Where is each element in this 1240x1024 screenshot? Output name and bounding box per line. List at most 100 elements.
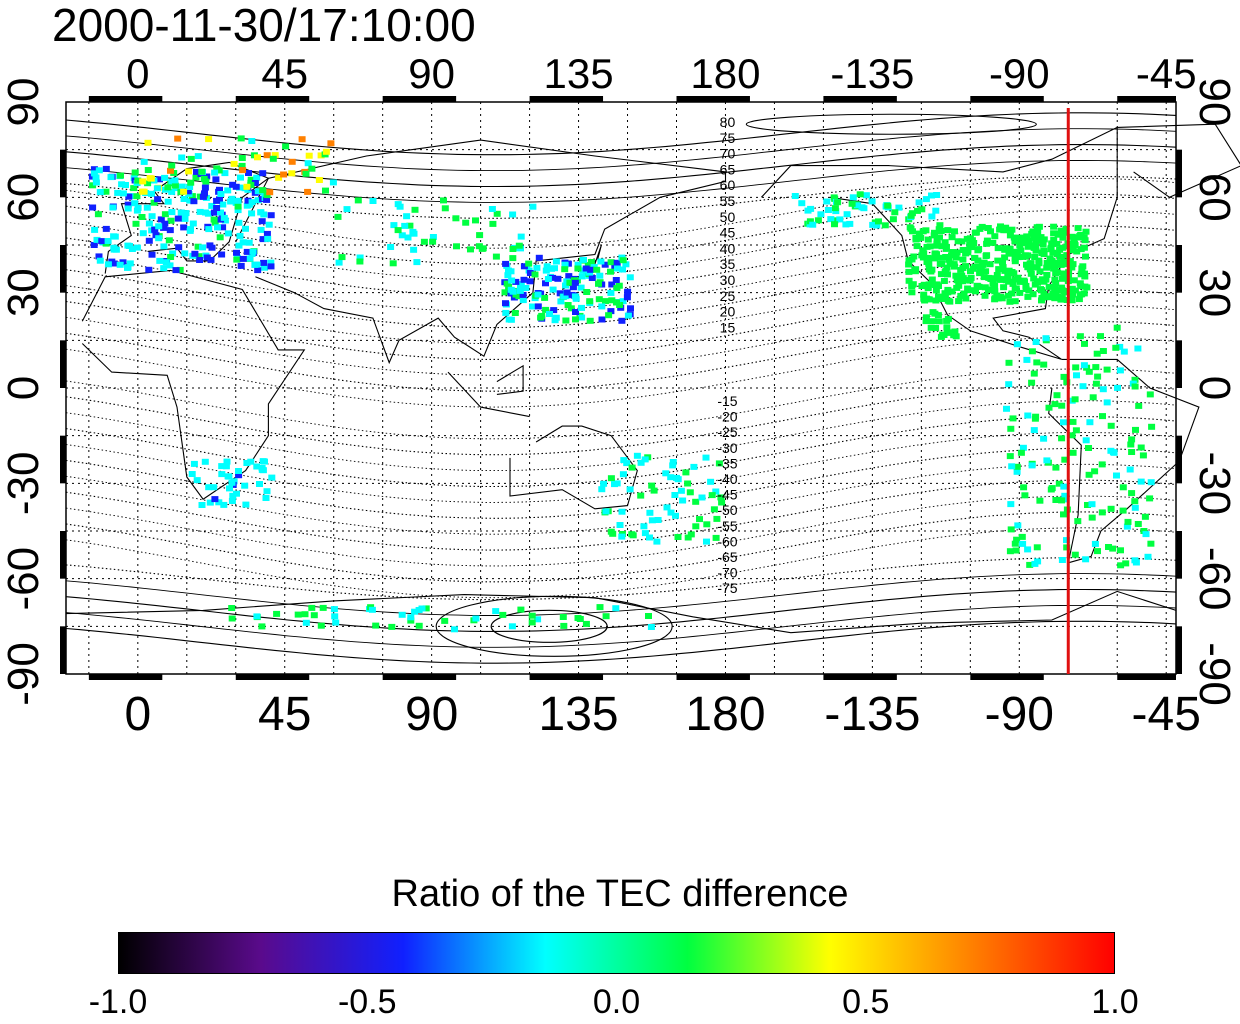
tec-cell (294, 611, 302, 618)
tec-cell (248, 138, 256, 144)
tec-cell (1071, 396, 1079, 403)
axis-tick-bar (676, 96, 750, 102)
tec-cell (262, 495, 270, 501)
tec-cell (928, 276, 936, 283)
tec-cell (1124, 518, 1132, 525)
tec-cell (1036, 268, 1044, 275)
tec-cell (131, 200, 139, 207)
tec-cell (823, 198, 831, 205)
tec-cell (999, 264, 1007, 271)
tec-cell (936, 222, 944, 229)
tec-cell (254, 197, 262, 204)
tec-cell (1070, 277, 1078, 284)
tec-cell (356, 258, 364, 265)
tec-cell (1131, 376, 1139, 383)
tec-cell (1005, 267, 1013, 274)
tec-cell (982, 253, 990, 259)
tec-cell (989, 239, 997, 246)
tec-cell (600, 480, 608, 487)
tec-cell (1000, 227, 1008, 234)
tec-cell (941, 239, 949, 246)
tec-cell (593, 266, 601, 273)
tec-cell (422, 605, 430, 612)
tec-cell (475, 243, 483, 250)
tec-cell (369, 198, 377, 204)
tec-cell (583, 289, 591, 295)
tec-cell (982, 268, 990, 275)
tec-cell (1137, 478, 1145, 485)
tec-cell (1025, 287, 1033, 294)
tec-cell (927, 324, 935, 331)
tec-cell (1080, 244, 1088, 251)
tec-cell (239, 255, 247, 262)
tec-cell (974, 247, 982, 254)
tec-cell (846, 220, 854, 227)
tec-cell (1069, 291, 1077, 298)
tec-cell (237, 135, 245, 142)
tec-cell (193, 168, 200, 175)
tec-cell (1068, 297, 1076, 304)
lon-tick-label-bottom: 135 (539, 688, 619, 741)
axis-tick-bar (1176, 626, 1182, 674)
tec-cell (253, 174, 261, 181)
tec-cell (952, 254, 960, 261)
tec-cell (1013, 463, 1021, 470)
tec-cell (938, 254, 945, 261)
tec-cell (948, 288, 956, 295)
tec-cell (1040, 361, 1048, 368)
tec-cell (175, 244, 183, 251)
tec-cell (1060, 288, 1068, 295)
tec-cell (1071, 242, 1079, 249)
tec-cell (582, 265, 590, 272)
tec-cell (492, 608, 500, 615)
tec-cell (1097, 333, 1104, 340)
tec-cell (102, 165, 110, 172)
tec-cell (556, 290, 564, 297)
tec-cell (1088, 514, 1096, 521)
tec-cell (948, 252, 955, 259)
tec-cell (211, 219, 219, 226)
tec-cell (1016, 289, 1024, 296)
tec-cell (933, 237, 941, 244)
tec-cell (943, 264, 951, 271)
tec-cell (243, 183, 251, 190)
tec-cell (936, 234, 943, 241)
tec-cell (1011, 298, 1019, 305)
tec-cell (953, 284, 961, 291)
tec-cell (124, 205, 132, 212)
tec-cell (622, 261, 630, 268)
tec-cell (502, 300, 509, 307)
tec-cell (254, 188, 262, 195)
colorbar-tick-label: 0.0 (592, 983, 641, 1021)
tec-cell (178, 183, 186, 190)
tec-cell (1012, 285, 1020, 292)
axis-tick-bar (823, 96, 897, 102)
tec-cell (1051, 276, 1059, 283)
tec-cell (334, 213, 342, 220)
tec-cell (1006, 232, 1014, 239)
tec-cell (288, 158, 296, 165)
lat-tick-label-left: 60 (0, 173, 48, 222)
tec-cell (626, 486, 634, 493)
tec-cell (597, 258, 605, 265)
tec-cell (924, 254, 932, 261)
tec-cell (1053, 392, 1061, 399)
tec-cell (1079, 263, 1087, 270)
tec-cell (534, 303, 542, 310)
tec-cell (969, 265, 977, 272)
tec-cell (932, 297, 940, 304)
tec-cell (1091, 540, 1099, 547)
tec-cell (623, 294, 631, 301)
lat-tick-label-left: 0 (0, 376, 48, 400)
lat-tick-label-left: 90 (0, 78, 48, 127)
tec-cell (1008, 226, 1016, 233)
tec-cell (317, 622, 325, 629)
tec-cell (1000, 276, 1008, 283)
tec-cell (261, 264, 268, 271)
tec-cell (1131, 557, 1139, 564)
tec-cell (574, 265, 582, 272)
tec-cell (162, 259, 170, 266)
tec-cell (259, 187, 267, 194)
axes: 0045459090135135180180-135-135-90-90-45-… (0, 50, 1239, 741)
tec-cell (1073, 372, 1080, 379)
